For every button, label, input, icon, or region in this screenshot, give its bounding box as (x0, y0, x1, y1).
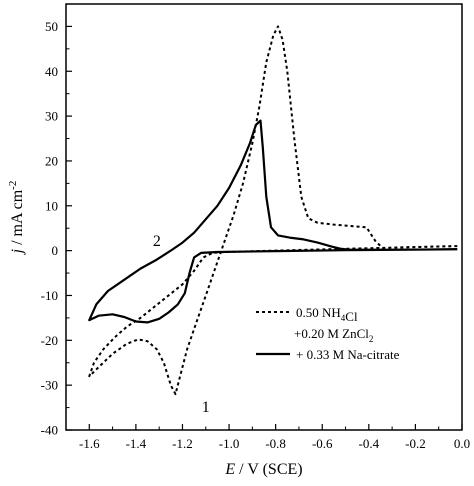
legend-text: +0.20 M ZnCl (294, 326, 369, 341)
x-tick-label: -1.6 (79, 436, 100, 451)
y-tick-label: -30 (41, 378, 58, 393)
y-axis-title: j / mA cm-2 (7, 181, 26, 256)
legend: 0.50 NH4Cl +0.20 M ZnCl2 + 0.33 M Na-citra… (256, 305, 400, 362)
legend-subscript: 4 (341, 313, 346, 323)
legend-label: + 0.33 M Na-citrate (296, 347, 400, 362)
y-tick-label: 40 (45, 64, 58, 79)
legend-text: + 0.33 M Na-citrate (296, 347, 400, 362)
y-tick-label: 0 (52, 243, 59, 258)
tick-marks (66, 25, 463, 431)
y-tick-label: -40 (41, 423, 58, 438)
y-axis-variable: j (9, 248, 26, 255)
legend-text: Cl (345, 309, 358, 324)
x-tick-label: -1.4 (126, 436, 147, 451)
y-tick-label: -20 (41, 333, 58, 348)
y-axis-unit: / mA cm (9, 189, 26, 249)
y-tick-label: -10 (41, 288, 58, 303)
x-axis-variable: E (224, 461, 235, 478)
x-tick-label: 0.0 (454, 436, 470, 451)
curve-label: 2 (153, 233, 161, 250)
x-tick-label: -1.2 (172, 436, 193, 451)
legend-label: +0.20 M ZnCl2 (294, 326, 373, 344)
series-dotted-line (88, 25, 458, 396)
curve-label: 1 (202, 399, 210, 416)
y-axis-unit-exponent: -2 (7, 181, 19, 190)
legend-label: 0.50 NH4Cl (296, 305, 358, 324)
x-axis-title: E / V (SCE) (224, 461, 302, 478)
y-tick-label: 50 (45, 19, 58, 34)
plot-frame (65, 3, 463, 431)
x-tick-label: -0.2 (405, 436, 426, 451)
y-tick-labels: -40 -30 -20 -10 0 10 20 30 40 50 (41, 19, 58, 438)
x-tick-labels: -1.6 -1.4 -1.2 -1.0 -0.8 -0.6 -0.4 -0.2 0.0 (79, 436, 470, 451)
x-axis-unit: / V (SCE) (235, 461, 302, 478)
y-tick-label: 30 (45, 109, 58, 124)
annotations: 12 (153, 233, 210, 416)
legend-text: 0.50 NH (296, 305, 341, 320)
series-layer (88, 25, 458, 396)
series-solid-line (88, 119, 458, 324)
x-tick-label: -0.6 (312, 436, 333, 451)
x-tick-label: -0.8 (265, 436, 286, 451)
x-tick-label: -1.0 (219, 436, 240, 451)
legend-subscript: 2 (369, 334, 374, 344)
y-tick-label: 10 (45, 198, 58, 213)
y-tick-label: 20 (45, 153, 58, 168)
x-tick-label: -0.4 (359, 436, 380, 451)
